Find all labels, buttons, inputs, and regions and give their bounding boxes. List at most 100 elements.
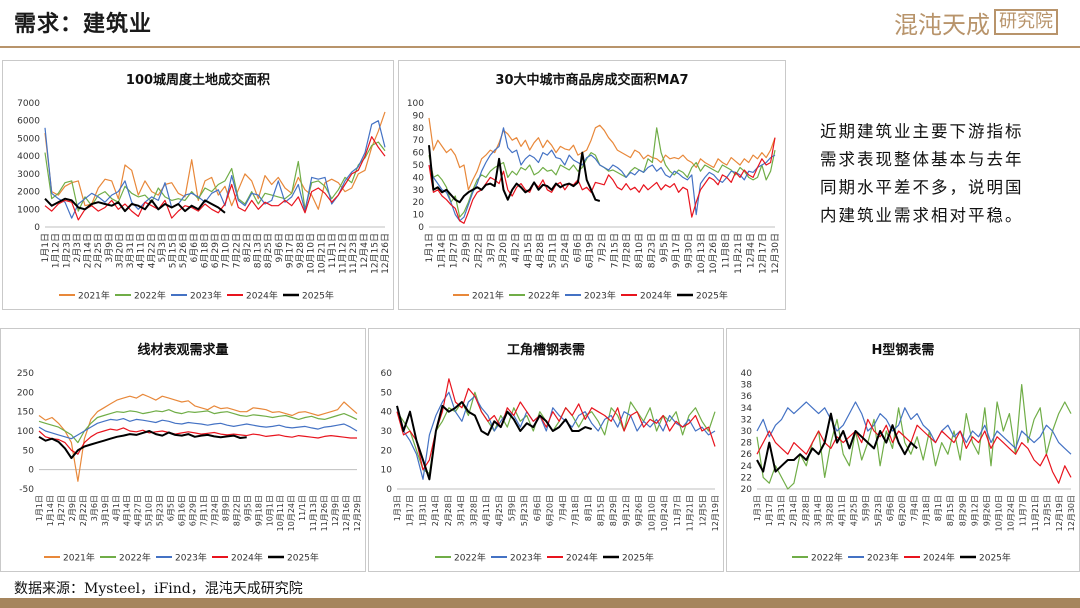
x-tick-label: 7月18日 (571, 495, 580, 526)
series-line-2023 (756, 401, 1072, 455)
x-tick-label: 12月30日 (770, 233, 781, 274)
legend-label: 2025年 (287, 552, 319, 564)
chart-wire-rod: -50 0 50 100 150 200 250 1月1日 1月14日 1月27日 2月9日 2月22… (17, 369, 362, 564)
x-tick-label: 7月24日 (210, 495, 219, 526)
x-tick-label: 8月29日 (609, 495, 618, 526)
x-tick-label: 11月8日 (721, 233, 732, 268)
x-tick-label: 1月14日 (46, 495, 55, 526)
legend-label: 2023年 (867, 552, 899, 564)
y-tick-label: 0 (34, 223, 40, 233)
x-tick-label: 10月21日 (316, 233, 327, 274)
logo-boxed-text: 研究院 (994, 9, 1058, 35)
x-tick-label: 2月14日 (789, 495, 798, 526)
x-tick-label: 11月23日 (348, 233, 359, 274)
y-tick-label: 150 (17, 408, 34, 418)
y-tick-label: 0 (386, 485, 392, 495)
x-tick-label: 9月26日 (982, 495, 991, 526)
series-line-2024 (756, 418, 1072, 484)
legend-label: 2024年 (231, 552, 263, 564)
y-tick-label: 26 (741, 450, 753, 460)
x-tick-label: 10月10日 (995, 495, 1004, 531)
x-tick-label: 4月11日 (136, 233, 147, 268)
x-tick-label: 1月3日 (393, 495, 402, 521)
x-tick-label: 1月1日 (35, 495, 44, 521)
x-tick-label: 5月10日 (145, 495, 154, 526)
x-tick-label: 9月28日 (295, 233, 306, 268)
legend-label: 2024年 (566, 552, 598, 564)
x-tick-label: 12月17日 (758, 233, 769, 274)
x-tick-label: 1月23日 (61, 233, 72, 268)
x-tick-label: 8月10日 (634, 233, 645, 268)
series-line-2021 (38, 393, 358, 482)
y-tick-label: 90 (413, 111, 425, 121)
x-tick-label: 2月28日 (801, 495, 810, 526)
x-tick-label: 2月3日 (72, 233, 83, 262)
x-tick-label: 5月23日 (874, 495, 883, 526)
series-line-2024 (38, 427, 357, 455)
x-tick-label: 4月11日 (838, 495, 847, 526)
x-tick-label: 8月29日 (958, 495, 967, 526)
legend-label: 2024年 (640, 290, 672, 302)
x-tick-label: 5月15日 (168, 233, 179, 268)
x-tick-label: 1月27日 (449, 233, 460, 268)
chart-land-area: 0 1000 2000 3000 4000 5000 6000 7000 1月1日 1月12日 1月… (17, 99, 391, 302)
x-tick-label: 8月1日 (934, 495, 943, 521)
series-line-2025 (428, 145, 601, 204)
x-tick-label: 6月6日 (533, 495, 542, 521)
x-tick-label: 4月27日 (134, 495, 143, 526)
x-tick-label: 9月5日 (659, 233, 670, 262)
x-tick-label: 1月31日 (418, 495, 427, 526)
x-tick-label: 3月20日 (114, 233, 125, 268)
y-tick-label: 40 (413, 173, 425, 183)
x-tick-label: 12月16日 (342, 495, 351, 531)
y-tick-label: 22 (741, 473, 752, 483)
x-tick-label: 3月14日 (813, 495, 822, 526)
series-line-2022 (756, 383, 1072, 490)
logo-text: 混沌天成 (894, 10, 990, 39)
x-tick-label: 10月24日 (1007, 495, 1016, 531)
y-tick-label: 60 (413, 149, 425, 159)
y-tick-label: 30 (381, 427, 393, 437)
x-tick-label: 10月10日 (647, 495, 656, 531)
series-line-2021 (428, 117, 776, 191)
series-line-2023 (396, 391, 716, 480)
x-tick-label: 8月22日 (232, 495, 241, 526)
y-tick-label: 30 (741, 427, 753, 437)
y-tick-label: 0 (28, 466, 34, 476)
chart-title: 100城周度土地成交面积 (125, 73, 271, 88)
x-tick-label: 6月29日 (210, 233, 221, 268)
x-tick-label: 11月13日 (309, 495, 318, 531)
x-tick-label: 1月12日 (51, 233, 62, 268)
x-tick-label: 11月12日 (338, 233, 349, 274)
x-tick-label: 5月24日 (560, 233, 571, 268)
page-title: 需求：建筑业 (14, 11, 153, 37)
x-tick-label: 2月25日 (93, 233, 104, 268)
x-tick-label: 9月17日 (671, 233, 682, 268)
series-line-2025 (44, 197, 226, 214)
x-tick-label: 6月6日 (572, 233, 583, 262)
y-tick-label: 10 (381, 466, 393, 476)
x-tick-label: 5月3日 (157, 233, 168, 262)
series-line-2021 (44, 111, 386, 210)
legend-label: 2022年 (811, 552, 843, 564)
x-tick-label: 1月31日 (777, 495, 786, 526)
y-tick-label: 50 (23, 446, 35, 456)
y-tick-label: 3000 (17, 170, 40, 180)
x-tick-label: 12月30日 (1067, 495, 1076, 531)
x-tick-label: 6月18日 (199, 233, 210, 268)
x-tick-label: 3月20日 (498, 233, 509, 268)
x-tick-label: 3月6日 (90, 495, 99, 521)
y-tick-label: 20 (413, 198, 425, 208)
x-tick-label: 4月25日 (495, 495, 504, 526)
y-tick-label: 200 (17, 388, 34, 398)
x-tick-label: 11月21日 (686, 495, 695, 531)
series-line-2025 (38, 430, 247, 460)
x-tick-label: 3月9日 (104, 233, 115, 262)
y-tick-label: 100 (17, 427, 34, 437)
x-tick-label: 2月22日 (79, 495, 88, 526)
x-tick-label: 2月9日 (68, 495, 77, 521)
x-tick-label: 3月14日 (457, 495, 466, 526)
x-tick-label: 11月7日 (673, 495, 682, 526)
x-tick-label: 6月5日 (167, 495, 176, 521)
